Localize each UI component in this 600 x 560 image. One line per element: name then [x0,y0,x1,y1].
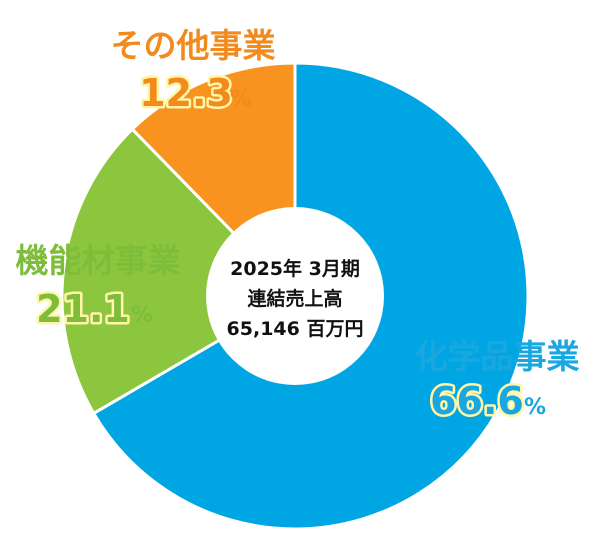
slice-value-label-1: 21.1 [36,287,130,331]
slice-1 [60,127,298,416]
center-label: 2025年 3月期 連結売上高 65,146 百万円 [227,257,364,340]
slice-name-label-0: 化学品事業 [415,337,580,376]
slice-value-label-2: 12.3 [139,71,233,115]
slice-name-label-1: 機能材事業 [16,241,181,280]
slice-value-label-0: 66.6 [430,379,524,423]
center-line-1: 2025年 3月期 [230,257,360,280]
slice-name-label-2: その他事業 [111,26,276,65]
slice-unit-label-0: % [524,395,546,420]
center-line-2: 連結売上高 [247,287,342,310]
slice-unit-label-2: % [230,87,252,112]
slice-unit-label-1: % [131,303,153,328]
donut-hole [206,207,384,385]
center-line-3: 65,146 百万円 [227,318,364,340]
